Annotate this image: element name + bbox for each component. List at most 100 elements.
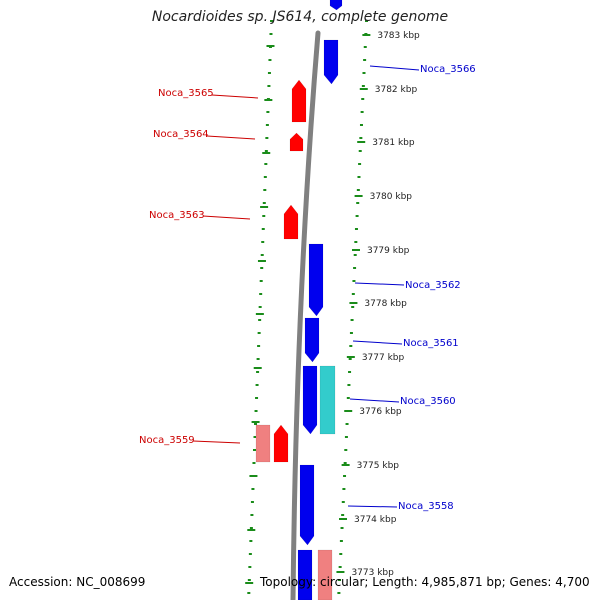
scale-tick: [252, 462, 256, 464]
scale-tick: [356, 202, 360, 204]
gene-arrow[interactable]: [319, 365, 336, 435]
scale-tick: [260, 267, 264, 269]
scale-label: 3777 kbp: [362, 353, 405, 363]
scale-tick: [263, 176, 267, 178]
scale-major-tick: [245, 582, 254, 584]
scale-tick: [260, 254, 264, 256]
gene-label[interactable]: Noca_3562: [405, 280, 461, 291]
gene-arrow[interactable]: [297, 549, 313, 600]
scale-tick: [343, 475, 347, 477]
gene-arrow[interactable]: [302, 365, 318, 435]
gene-leader-line: [349, 398, 400, 403]
scale-tick: [361, 85, 365, 87]
scale-major-tick: [264, 99, 273, 101]
scale-tick: [344, 449, 348, 451]
scale-tick: [339, 553, 343, 555]
scale-tick: [359, 124, 363, 126]
scale-tick: [363, 59, 367, 61]
scale-tick: [349, 332, 353, 334]
scale-label: 3781 kbp: [372, 138, 415, 148]
gene-label[interactable]: Noca_3561: [403, 338, 459, 349]
gene-features: [255, 0, 343, 600]
scale-tick: [339, 540, 343, 542]
scale-tick: [254, 423, 258, 425]
scale-tick: [341, 514, 345, 516]
gene-label[interactable]: Noca_3565: [158, 88, 214, 99]
scale-tick: [249, 527, 253, 529]
scale-label: 3775 kbp: [357, 461, 400, 471]
scale-tick: [258, 319, 262, 321]
scale-major-tick: [346, 356, 355, 358]
gene-arrow[interactable]: [289, 132, 304, 152]
scale-tick: [350, 319, 354, 321]
gene-label[interactable]: Noca_3563: [149, 210, 205, 221]
gene-arrow[interactable]: [329, 0, 343, 11]
scale-tick: [253, 436, 257, 438]
gene-arrow[interactable]: [308, 243, 324, 317]
gene-arrow[interactable]: [317, 549, 333, 600]
scale-major-tick: [359, 88, 368, 90]
scale-label: 3783 kbp: [377, 31, 420, 41]
scale-tick: [359, 137, 363, 139]
scale-major-tick: [249, 475, 258, 477]
gene-leader-line: [211, 94, 259, 99]
scale-tick: [349, 345, 353, 347]
scale-tick: [263, 189, 267, 191]
scale-tick: [270, 20, 273, 22]
gene-label[interactable]: Noca_3560: [400, 396, 456, 407]
scale-major-tick: [357, 141, 366, 143]
gene-arrow[interactable]: [299, 464, 315, 546]
scale-label: 3780 kbp: [370, 192, 413, 202]
gene-arrow[interactable]: [323, 39, 339, 85]
gene-leader-line: [206, 135, 256, 140]
scale-major-tick: [253, 367, 262, 369]
scale-tick: [338, 579, 342, 581]
scale-tick: [250, 501, 254, 503]
gene-label[interactable]: Noca_3564: [153, 129, 209, 140]
scale-labels: 3783 kbp 3782 kbp 3781 kbp 3780 kbp 3779 kbp…: [351, 31, 420, 578]
scale-tick: [254, 410, 258, 412]
left-scale-ticks: [245, 20, 275, 594]
scale-major-tick: [349, 302, 358, 304]
scale-major-tick: [257, 260, 266, 262]
scale-tick: [264, 150, 268, 152]
scale-tick: [252, 449, 256, 451]
scale-tick: [337, 592, 341, 594]
scale-tick: [342, 488, 346, 490]
scale-tick: [365, 20, 368, 22]
scale-tick: [267, 85, 271, 87]
gene-leader-line: [352, 340, 403, 345]
scale-tick: [248, 553, 252, 555]
scale-major-tick: [341, 464, 350, 466]
gene-arrow[interactable]: [255, 424, 271, 463]
scale-major-tick: [260, 206, 269, 208]
scale-tick: [261, 241, 265, 243]
gene-label[interactable]: Noca_3559: [139, 435, 195, 446]
gene-label[interactable]: Noca_3566: [420, 64, 476, 75]
gene-arrow[interactable]: [273, 424, 289, 463]
scale-tick: [347, 384, 351, 386]
scale-tick: [249, 540, 253, 542]
gene-arrow[interactable]: [304, 317, 320, 363]
gene-label[interactable]: Noca_3558: [398, 501, 454, 512]
scale-label: 3778 kbp: [364, 299, 407, 309]
gene-arrow[interactable]: [291, 79, 307, 123]
scale-tick: [353, 267, 357, 269]
scale-tick: [255, 384, 259, 386]
scale-tick: [247, 579, 251, 581]
scale-tick: [362, 72, 366, 74]
scale-tick: [355, 215, 359, 217]
scale-tick: [257, 332, 261, 334]
scale-tick: [356, 189, 360, 191]
scale-tick: [351, 306, 355, 308]
gene-arrow[interactable]: [283, 204, 299, 240]
scale-tick: [351, 293, 355, 295]
scale-label: 3773 kbp: [351, 568, 394, 578]
scale-major-tick: [339, 518, 348, 520]
gene-leader-line: [354, 282, 405, 286]
scale-tick: [360, 111, 364, 113]
scale-tick: [262, 215, 266, 217]
gene-leader-line: [192, 440, 241, 444]
right-scale-ticks: [336, 20, 371, 594]
